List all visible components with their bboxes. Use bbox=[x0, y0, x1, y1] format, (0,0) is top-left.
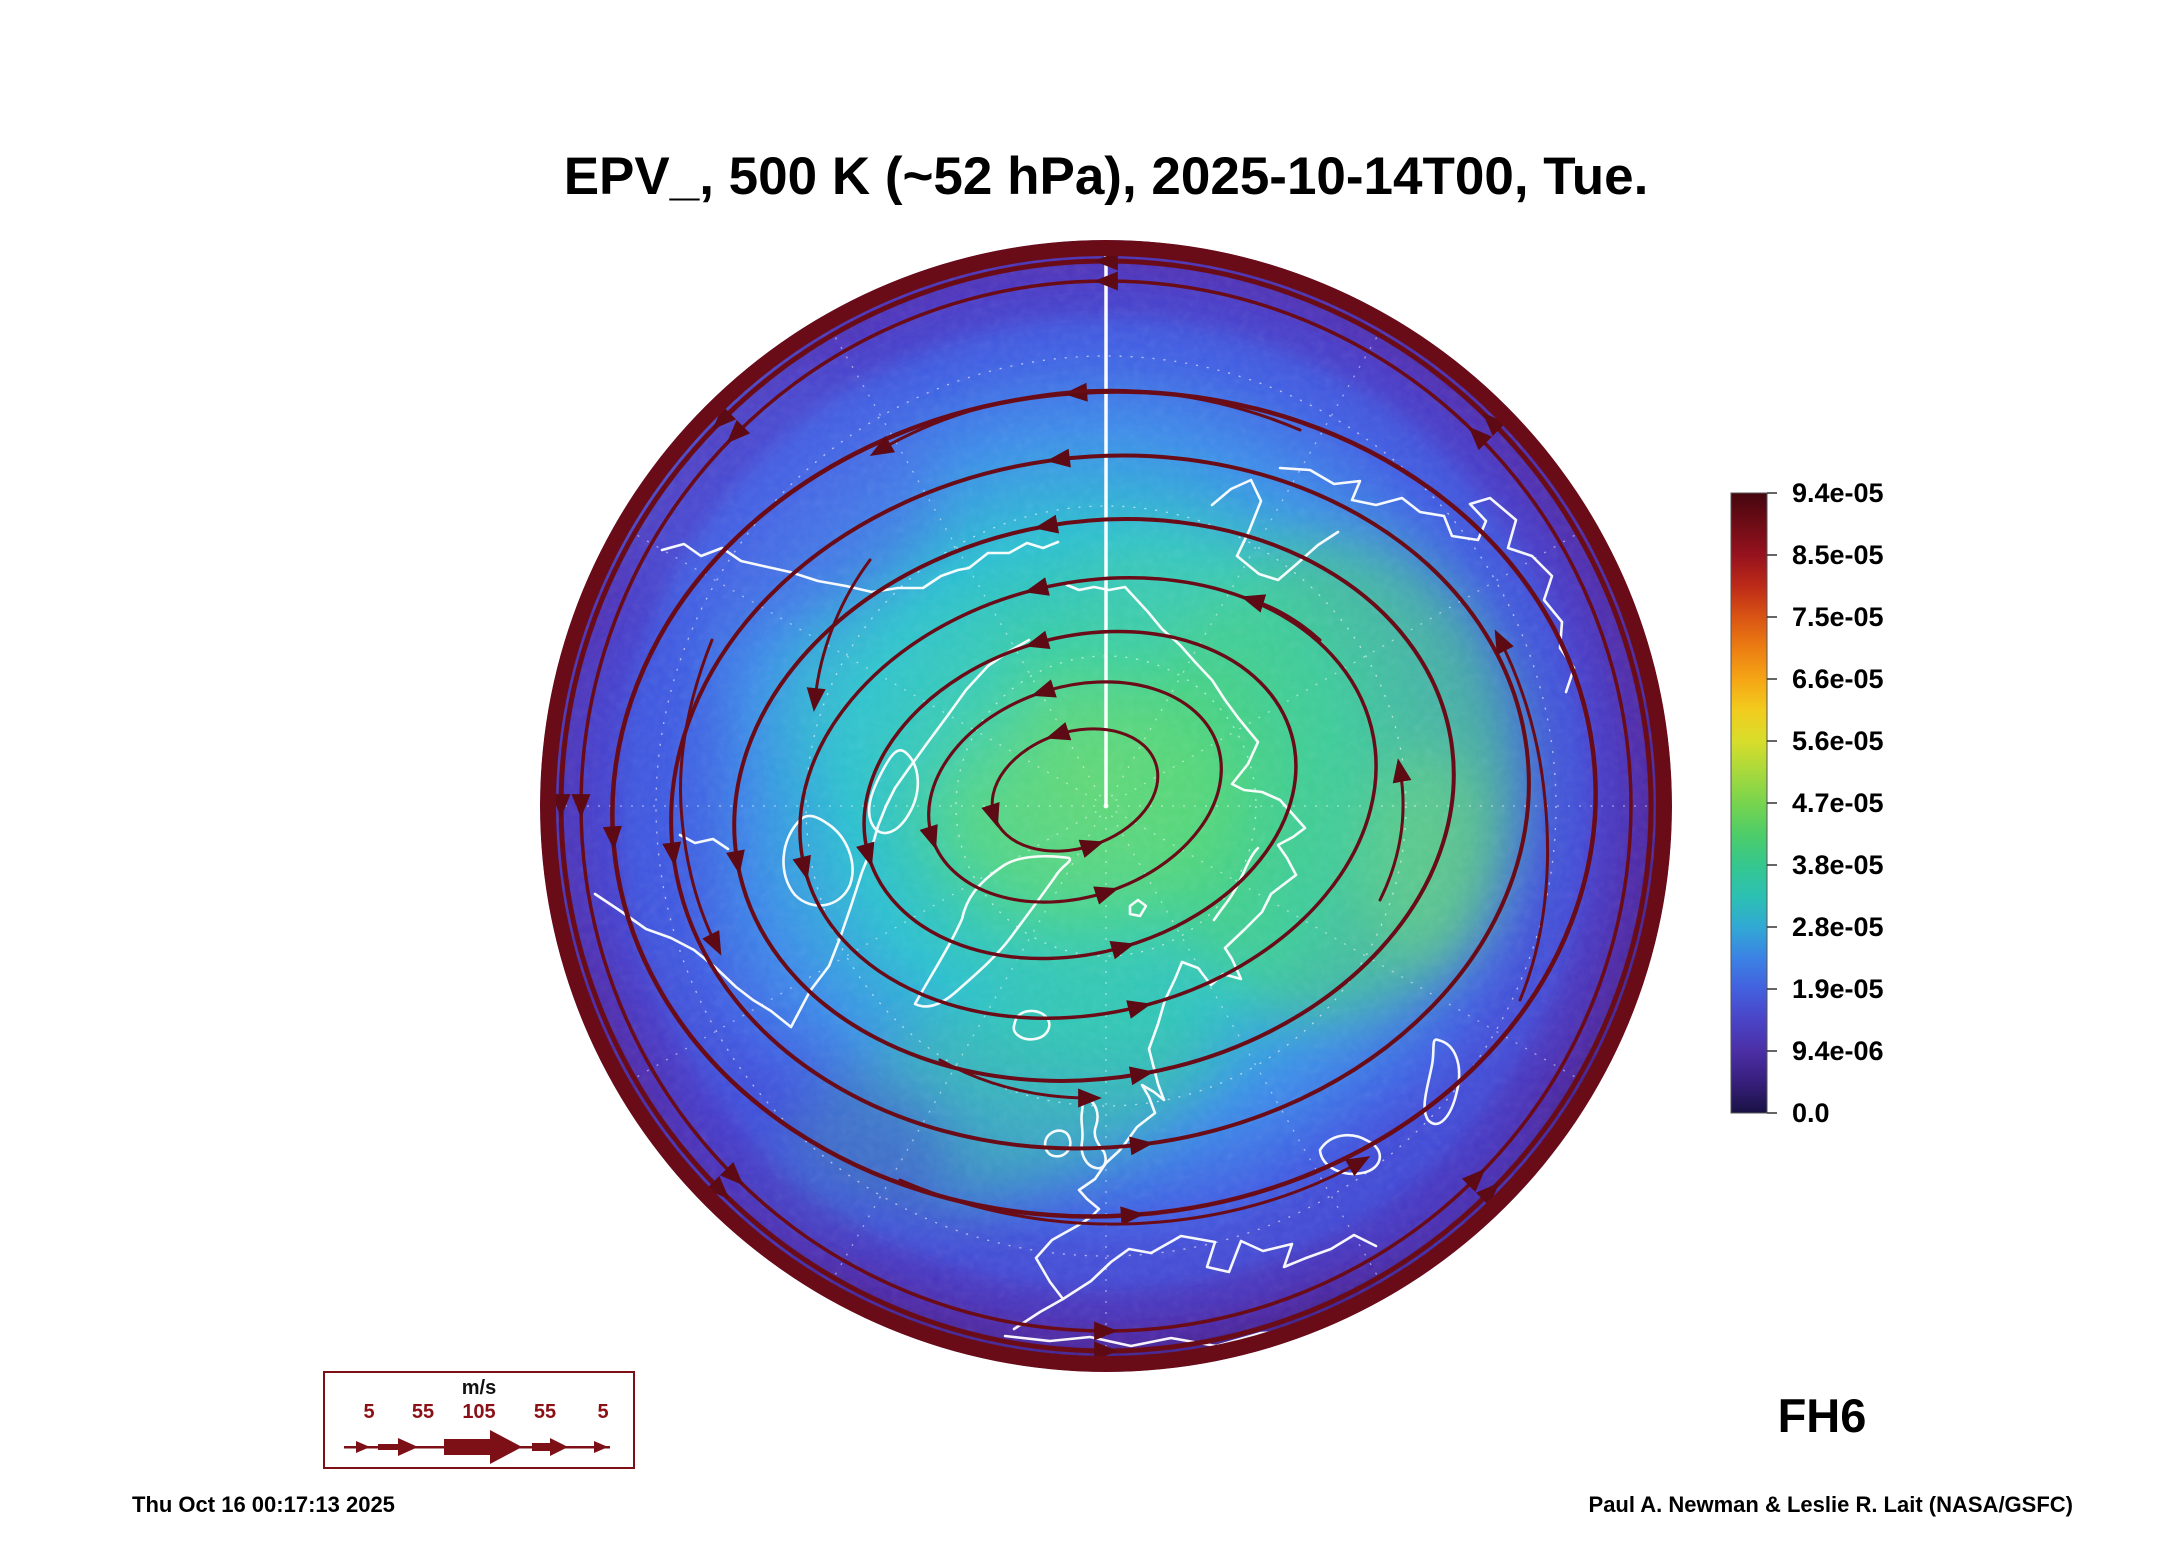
wind-speed-value-label: 105 bbox=[462, 1401, 496, 1423]
colorbar-gradient bbox=[1730, 492, 1768, 1114]
colorbar-tick-label: 9.4e-05 bbox=[1792, 478, 1884, 508]
wind-speed-legend bbox=[323, 1371, 635, 1469]
wind-speed-glyph bbox=[344, 1430, 610, 1464]
colorbar-tick-label: 7.5e-05 bbox=[1792, 602, 1884, 632]
pole-marker bbox=[1103, 803, 1109, 809]
credit-text: Paul A. Newman & Leslie R. Lait (NASA/GS… bbox=[1588, 1492, 2073, 1517]
colorbar-tick-label: 1.9e-05 bbox=[1792, 974, 1884, 1004]
colorbar-tick-marks bbox=[1767, 492, 1777, 1114]
polar-map bbox=[540, 240, 1672, 1372]
plot-title: EPV_, 500 K (~52 hPa), 2025-10-14T00, Tu… bbox=[563, 147, 1649, 206]
colorbar-tick-label: 3.8e-05 bbox=[1792, 850, 1884, 880]
wind-legend-border bbox=[323, 1371, 635, 1469]
wind-streamlines bbox=[540, 240, 1672, 1372]
generation-timestamp: Thu Oct 16 00:17:13 2025 bbox=[132, 1492, 395, 1517]
wind-speed-value-label: 5 bbox=[363, 1401, 375, 1423]
wind-speed-value-label: 5 bbox=[597, 1401, 609, 1423]
wind-speed-value-label: 55 bbox=[533, 1401, 557, 1423]
colorbar bbox=[1730, 492, 1777, 1114]
colorbar-tick-label: 4.7e-05 bbox=[1792, 788, 1884, 818]
forecast-hour-label: FH6 bbox=[1777, 1389, 1867, 1442]
colorbar-tick-label: 0.0 bbox=[1792, 1098, 1830, 1128]
colorbar-tick-label: 6.6e-05 bbox=[1792, 664, 1884, 694]
colorbar-tick-label: 2.8e-05 bbox=[1792, 912, 1884, 942]
wind-speed-units-label: m/s bbox=[461, 1377, 497, 1399]
colorbar-tick-label: 8.5e-05 bbox=[1792, 540, 1884, 570]
colorbar-tick-label: 5.6e-05 bbox=[1792, 726, 1884, 756]
wind-speed-value-label: 55 bbox=[411, 1401, 435, 1423]
colorbar-tick-label: 9.4e-06 bbox=[1792, 1036, 1884, 1066]
